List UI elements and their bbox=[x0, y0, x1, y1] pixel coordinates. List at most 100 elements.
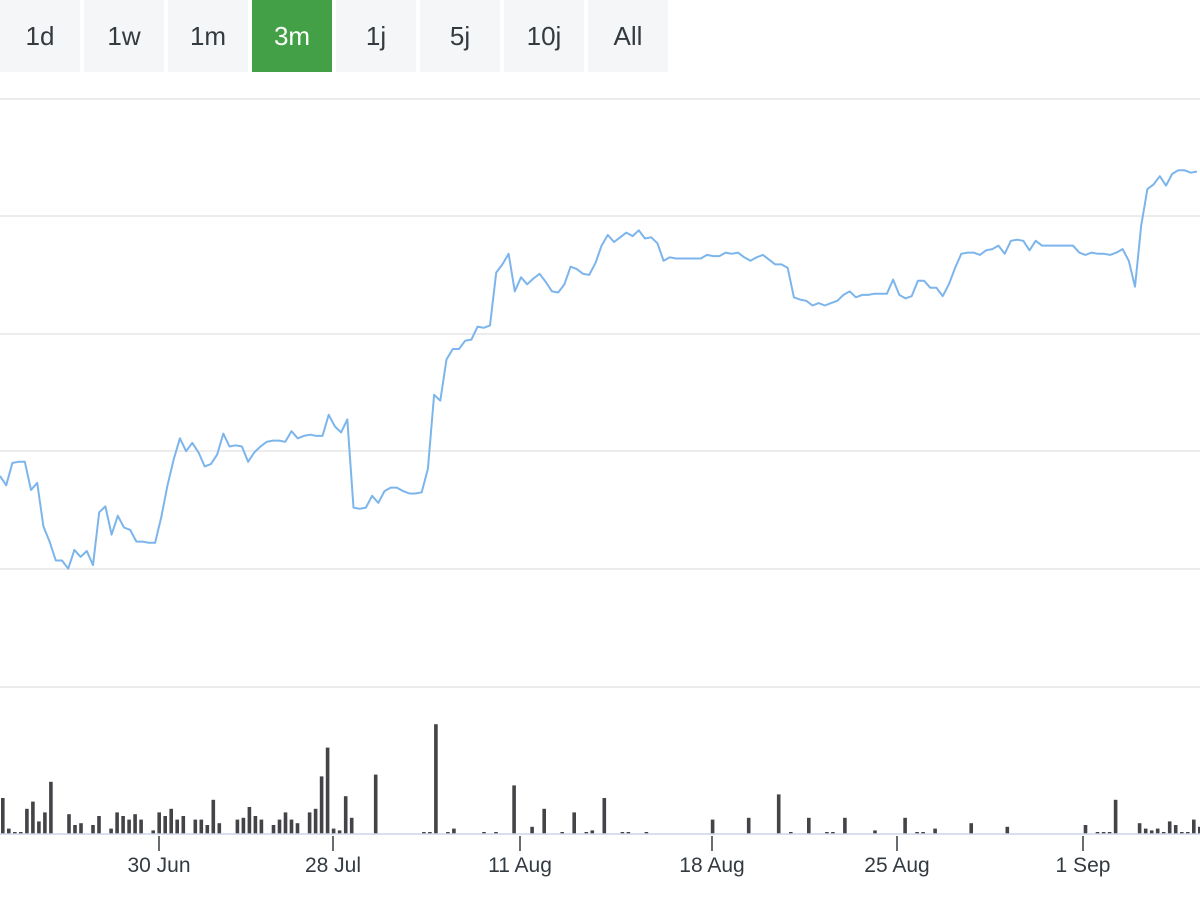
volume-bar bbox=[626, 832, 631, 834]
volume-bar bbox=[710, 819, 715, 834]
grid-lines bbox=[0, 98, 1200, 688]
volume-bar bbox=[1095, 832, 1100, 834]
volume-bar bbox=[295, 823, 300, 834]
x-axis: 30 Jun 28 Jul 11 Aug 18 Aug 25 Aug 1 Sep bbox=[127, 836, 1110, 877]
volume-bar bbox=[199, 819, 204, 834]
volume-bar bbox=[49, 781, 53, 834]
volume-bar bbox=[193, 819, 198, 834]
volume-bar bbox=[1161, 832, 1166, 834]
volume-bar bbox=[969, 823, 973, 834]
volume-bar bbox=[825, 832, 829, 834]
volume-bar bbox=[211, 799, 216, 834]
price-series-line bbox=[0, 169, 1198, 570]
volume-bar bbox=[349, 817, 354, 834]
volume-bar bbox=[289, 819, 294, 834]
volume-bar bbox=[283, 812, 288, 834]
volume-bar bbox=[446, 832, 450, 834]
volume-bar bbox=[79, 823, 83, 834]
volume-bar bbox=[584, 832, 589, 834]
volume-bar bbox=[115, 812, 119, 834]
volume-bar bbox=[746, 817, 751, 834]
volume-bar bbox=[127, 819, 131, 834]
volume-bar bbox=[1149, 830, 1154, 834]
volume-bar bbox=[1143, 828, 1148, 834]
volume-bar bbox=[1192, 819, 1196, 834]
volume-bar bbox=[776, 794, 781, 834]
volume-bar bbox=[1101, 832, 1106, 834]
range-button-10j[interactable]: 10j bbox=[504, 0, 584, 72]
volume-bar bbox=[307, 812, 312, 834]
volume-bar bbox=[590, 830, 595, 834]
volume-bar bbox=[25, 808, 29, 834]
volume-bar bbox=[97, 816, 101, 834]
volume-bar bbox=[1083, 825, 1088, 834]
x-tick-label: 11 Aug bbox=[488, 854, 552, 877]
range-button-1j[interactable]: 1j bbox=[336, 0, 416, 72]
volume-bar bbox=[1137, 823, 1142, 834]
x-tick-label: 30 Jun bbox=[127, 854, 190, 877]
range-button-3m[interactable]: 3m bbox=[252, 0, 332, 72]
volume-bar bbox=[169, 808, 173, 834]
volume-bar bbox=[572, 812, 576, 834]
volume-bar bbox=[644, 832, 649, 834]
volume-bar bbox=[512, 785, 516, 834]
volume-bar bbox=[542, 808, 546, 834]
range-button-1w[interactable]: 1w bbox=[84, 0, 164, 72]
volume-bar bbox=[1167, 821, 1172, 834]
volume-bar bbox=[331, 828, 336, 834]
range-button-5j[interactable]: 5j bbox=[420, 0, 500, 72]
volume-bar bbox=[247, 807, 252, 834]
volume-bar bbox=[67, 814, 71, 834]
volume-bar bbox=[1180, 832, 1184, 834]
volume-bar bbox=[452, 828, 456, 834]
volume-bar bbox=[921, 832, 925, 834]
volume-bar bbox=[37, 821, 41, 834]
volume-bar bbox=[133, 814, 137, 834]
volume-bar bbox=[7, 828, 11, 834]
volume-bar bbox=[1155, 828, 1160, 834]
volume-bar bbox=[422, 832, 426, 834]
volume-bar bbox=[1005, 826, 1010, 834]
volume-bar bbox=[915, 832, 919, 834]
volume-bar bbox=[373, 774, 378, 834]
volume-bar bbox=[831, 832, 835, 834]
range-button-all[interactable]: All bbox=[588, 0, 668, 72]
volume-bar bbox=[31, 801, 35, 834]
volume-bar bbox=[19, 832, 23, 834]
volume-bar bbox=[217, 823, 222, 834]
volume-bar bbox=[620, 832, 625, 834]
volume-bar bbox=[530, 826, 534, 834]
x-tick-label: 18 Aug bbox=[679, 854, 744, 877]
range-button-1m[interactable]: 1m bbox=[168, 0, 248, 72]
volume-bar bbox=[1186, 832, 1190, 834]
volume-bar bbox=[277, 819, 282, 834]
volume-bar bbox=[343, 796, 348, 834]
volume-bar bbox=[313, 808, 318, 834]
volume-bar bbox=[1173, 825, 1178, 834]
volume-bar bbox=[494, 832, 498, 834]
volume-bar bbox=[873, 830, 877, 834]
volume-bar bbox=[933, 828, 937, 834]
volume-bar bbox=[241, 817, 246, 834]
volume-bar bbox=[434, 724, 438, 834]
volume-bar bbox=[560, 832, 564, 834]
volume-bar bbox=[807, 817, 811, 834]
volume-bar bbox=[259, 819, 264, 834]
volume-bar bbox=[73, 825, 77, 834]
volume-bar bbox=[205, 825, 210, 834]
volume-bar bbox=[253, 816, 258, 834]
volume-bar bbox=[843, 817, 847, 834]
volume-bar bbox=[91, 825, 95, 834]
range-button-1d[interactable]: 1d bbox=[0, 0, 80, 72]
volume-bar bbox=[175, 819, 179, 834]
volume-bar bbox=[121, 816, 125, 834]
volume-bar bbox=[1, 798, 5, 834]
volume-bar bbox=[789, 832, 793, 834]
volume-bar bbox=[325, 747, 330, 834]
volume-bar bbox=[109, 828, 113, 834]
volume-bar bbox=[157, 812, 161, 834]
volume-bars bbox=[1, 724, 1200, 834]
volume-bar bbox=[337, 830, 342, 834]
x-tick-label: 1 Sep bbox=[1056, 854, 1111, 877]
